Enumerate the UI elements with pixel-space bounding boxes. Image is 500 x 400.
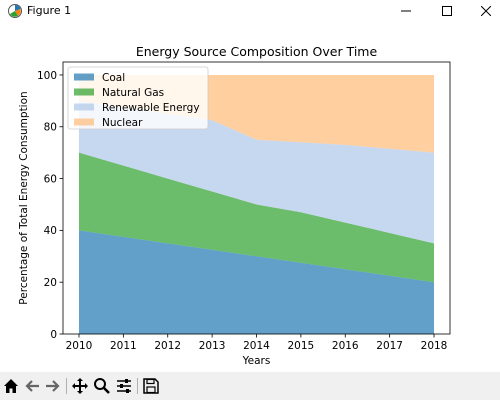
y-tick-label: 40 (44, 225, 57, 237)
save-button[interactable] (141, 376, 161, 396)
navigation-toolbar (0, 372, 500, 400)
legend-label-natural-gas: Natural Gas (102, 87, 164, 99)
legend-label-nuclear: Nuclear (102, 117, 143, 129)
area-coal (78, 230, 435, 334)
legend-label-renewable-energy: Renewable Energy (102, 102, 200, 114)
area-renewable-energy (78, 100, 435, 244)
back-arrow-icon (25, 380, 39, 392)
forward-arrow-icon (46, 380, 60, 392)
zoom-magnifier-icon (94, 378, 110, 394)
forward-button[interactable] (43, 376, 63, 396)
minimize-button[interactable] (386, 0, 426, 22)
maximize-icon (442, 6, 452, 16)
matplotlib-figure-icon (7, 3, 23, 19)
y-tick-label: 20 (44, 277, 57, 289)
pan-move-icon (72, 378, 88, 394)
y-tick-label: 80 (44, 122, 57, 134)
y-tick-label: 100 (37, 70, 57, 82)
legend-label-coal: Coal (102, 72, 125, 84)
x-tick-label: 2013 (199, 340, 226, 352)
minimize-icon (401, 10, 411, 12)
x-tick-label: 2014 (243, 340, 270, 352)
maximize-button[interactable] (427, 0, 467, 22)
x-tick-label: 2018 (421, 340, 448, 352)
x-axis-label: Years (242, 355, 271, 367)
x-tick-label: 2011 (110, 340, 137, 352)
legend-box (67, 66, 209, 130)
y-tick-label: 60 (44, 173, 57, 185)
legend-swatch-natural-gas (74, 88, 94, 96)
pan-button[interactable] (70, 376, 90, 396)
legend-swatch-renewable-energy (74, 103, 94, 111)
legend-swatch-nuclear (74, 118, 94, 126)
y-tick-label: 0 (50, 329, 57, 341)
x-tick-label: 2015 (288, 340, 315, 352)
toolbar-separator (66, 378, 67, 394)
window-titlebar: Figure 1 (0, 0, 500, 22)
close-icon (481, 6, 491, 16)
figure-canvas[interactable]: 2010 2011 2012 2013 2014 2015 2016 2017 2018 0 20 4… (0, 22, 500, 372)
window-title: Figure 1 (27, 4, 72, 17)
toolbar-separator (137, 378, 138, 394)
legend-swatch-coal (74, 73, 94, 81)
configure-subplots-icon (117, 379, 131, 393)
zoom-button[interactable] (92, 376, 112, 396)
home-button[interactable] (1, 376, 21, 396)
x-tick-label: 2016 (332, 340, 359, 352)
configure-subplots-button[interactable] (114, 376, 134, 396)
x-tick-label: 2010 (66, 340, 93, 352)
stacked-area-chart: 2010 2011 2012 2013 2014 2015 2016 2017 2018 0 20 4… (18, 44, 451, 367)
chart-title: Energy Source Composition Over Time (136, 44, 378, 59)
close-button[interactable] (466, 0, 500, 22)
home-icon (4, 379, 18, 393)
y-axis-label: Percentage of Total Energy Consumption (18, 91, 30, 304)
save-icon (143, 378, 159, 394)
x-tick-label: 2017 (376, 340, 403, 352)
x-tick-label: 2012 (154, 340, 181, 352)
area-natural-gas (78, 152, 435, 283)
back-button[interactable] (22, 376, 42, 396)
